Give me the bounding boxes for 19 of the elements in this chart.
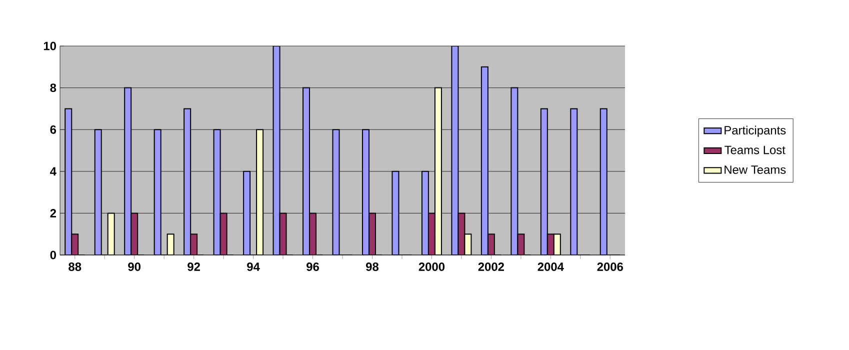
x-tick-label: 2004	[538, 262, 564, 271]
x-tick-label: 94	[247, 262, 260, 271]
x-tick-label: 92	[188, 262, 200, 271]
x-tick-label: 96	[306, 262, 319, 271]
y-tick-label: 4	[50, 167, 56, 176]
x-tick-label: 98	[366, 262, 379, 271]
x-tick-label: 2000	[418, 262, 445, 271]
legend-label: New Teams	[724, 166, 786, 174]
legend-label: Teams Lost	[724, 146, 786, 154]
y-tick-label: 0	[50, 250, 56, 260]
x-tick-label: 2002	[478, 262, 504, 271]
legend-label: Participants	[724, 126, 786, 137]
x-tick-label: 2006	[597, 262, 623, 271]
y-tick-label: 8	[50, 84, 56, 92]
x-tick-label: 90	[128, 262, 140, 271]
y-tick-label: 2	[50, 209, 56, 218]
y-tick-label: 6	[50, 125, 56, 134]
x-tick-label: 88	[68, 262, 82, 271]
y-tick-label: 10	[44, 42, 56, 50]
